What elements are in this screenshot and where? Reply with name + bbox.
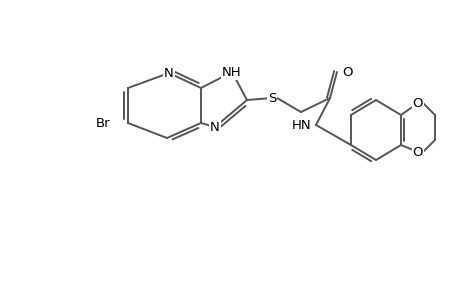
Text: N: N — [210, 121, 219, 134]
Text: O: O — [412, 97, 422, 110]
Text: S: S — [267, 92, 275, 104]
Text: Br: Br — [95, 116, 110, 130]
Text: HN: HN — [291, 118, 310, 131]
Text: O: O — [412, 146, 422, 158]
Text: N: N — [164, 67, 174, 80]
Text: NH: NH — [222, 65, 241, 79]
Text: O: O — [341, 65, 352, 79]
